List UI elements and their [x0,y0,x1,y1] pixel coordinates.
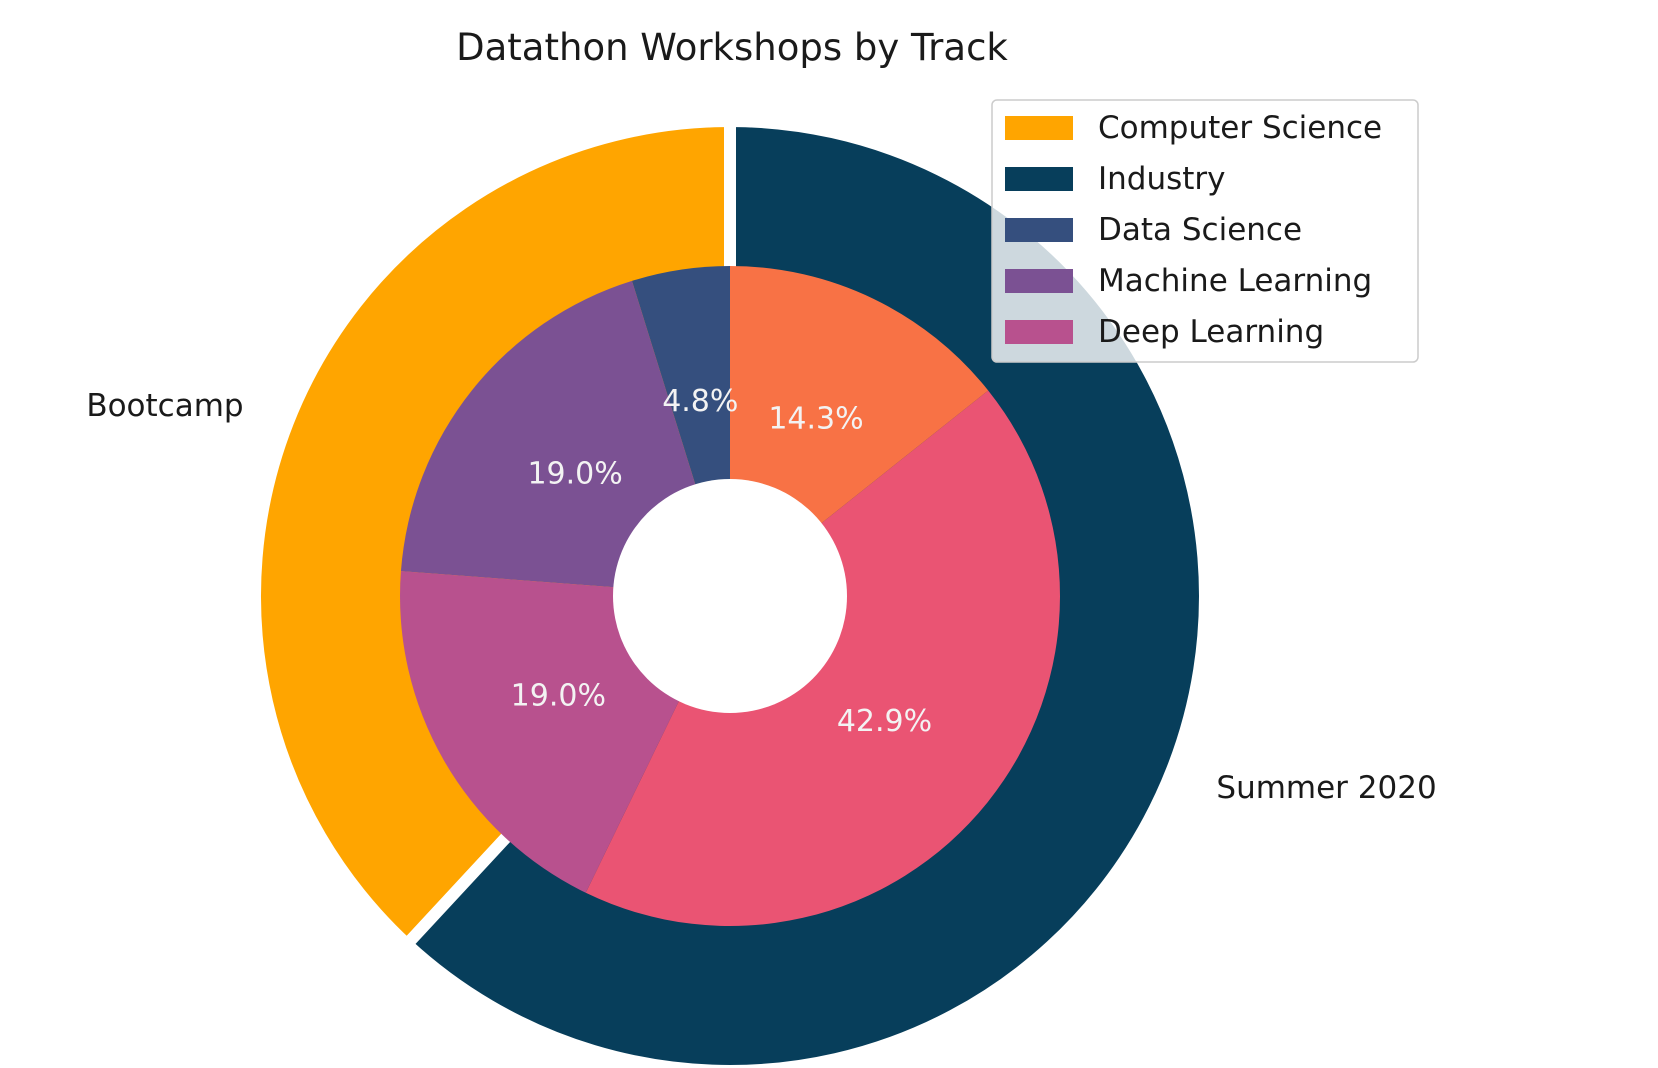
legend-frame [991,99,1419,363]
legend: Computer Science Industry Data Science Mach… [991,99,1419,363]
legend-label-computer-science: Computer Science [1098,110,1382,146]
percent-label: 14.3% [768,402,863,437]
chart-title: Datathon Workshops by Track [456,26,1008,69]
percent-label: 19.0% [511,679,606,714]
percent-label: 4.8% [662,384,738,419]
legend-label-data-science: Data Science [1098,212,1302,248]
percent-label: 42.9% [837,704,932,739]
legend-label-industry: Industry [1098,161,1226,197]
legend-swatch-data-science [1005,218,1073,242]
legend-swatch-computer-science [1005,116,1073,140]
center-hole [613,479,847,713]
legend-label-deep-learning: Deep Learning [1098,314,1324,350]
outer-labels: Bootcamp Summer 2020 [86,388,1436,806]
percent-labels: 4.8% 19.0% 19.0% 42.9% 14.3% [511,384,933,739]
legend-swatch-machine-learning [1005,269,1073,293]
outer-label-bootcamp: Bootcamp [86,388,243,424]
percent-label: 19.0% [527,457,622,492]
outer-label-summer-2020: Summer 2020 [1216,770,1436,806]
legend-swatch-industry [1005,167,1073,191]
legend-swatch-deep-learning [1005,320,1073,344]
legend-label-machine-learning: Machine Learning [1098,263,1372,299]
